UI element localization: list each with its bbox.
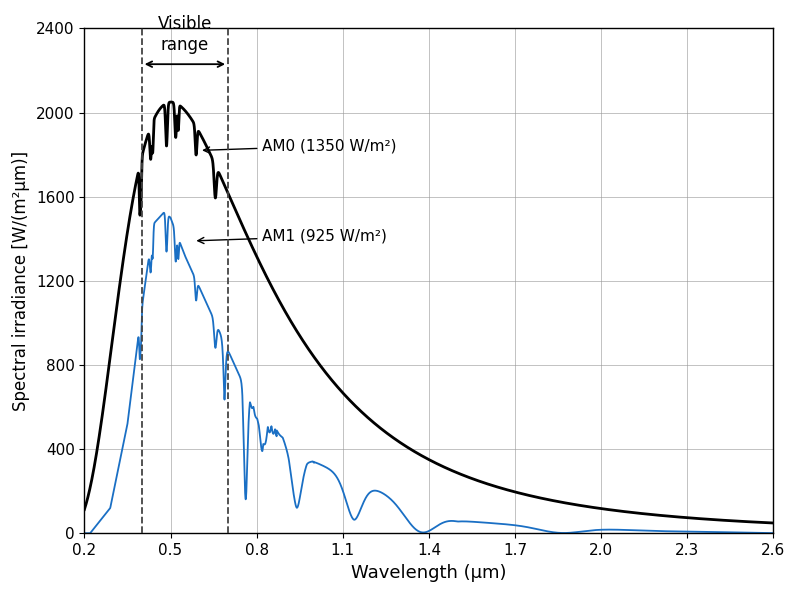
Y-axis label: Spectral irradiance [W/(m²μm)]: Spectral irradiance [W/(m²μm)] <box>13 151 30 411</box>
Text: Visible
range: Visible range <box>158 15 212 53</box>
X-axis label: Wavelength (μm): Wavelength (μm) <box>351 564 507 582</box>
Text: AM0 (1350 W/m²): AM0 (1350 W/m²) <box>203 138 397 153</box>
Text: AM1 (925 W/m²): AM1 (925 W/m²) <box>198 229 387 244</box>
